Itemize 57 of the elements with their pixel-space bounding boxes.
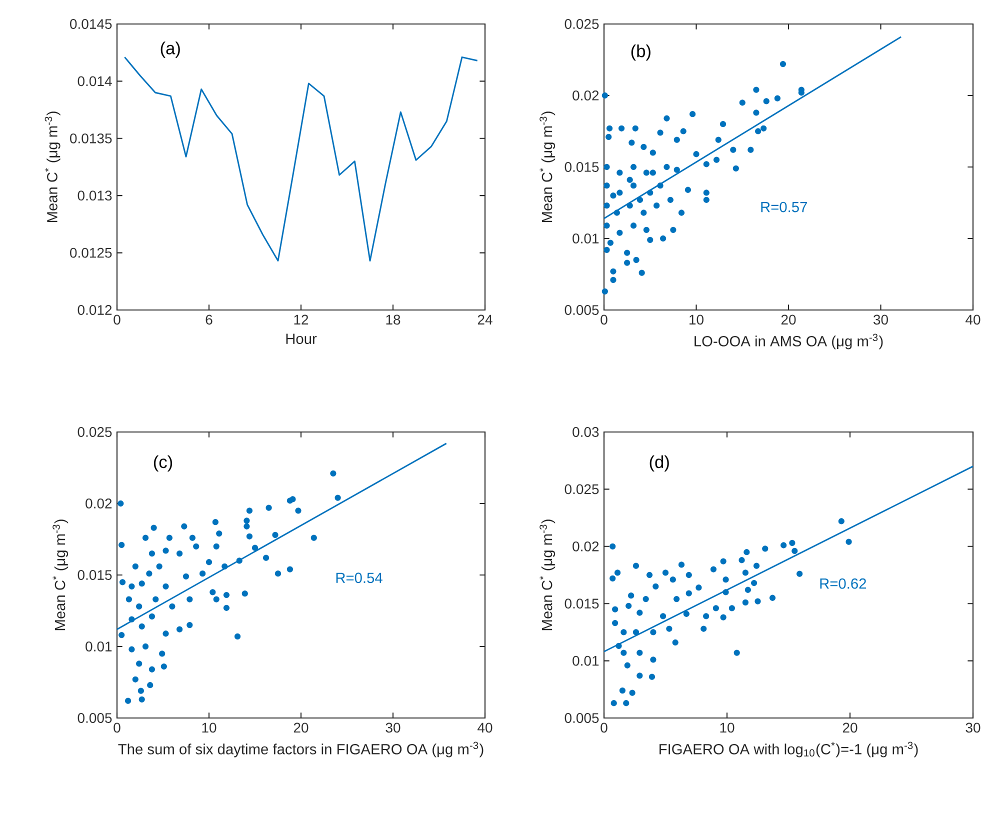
annotation: (a): [160, 42, 180, 58]
y-tick-label: 0.0125: [70, 248, 112, 258]
y-tick-label: 0.025: [564, 19, 599, 29]
x-axis-title: FIGAERO OA with log$_{10}$(C$^{*}$)=-1 (μg m$^{-3}$): [660, 742, 918, 758]
annotation: (d): [650, 455, 669, 472]
y-tick-label: 0.02: [572, 541, 599, 552]
y-tick-label: 0.01: [572, 234, 599, 244]
x-tick-label: 10: [720, 722, 734, 733]
annotation: R=0.54: [336, 572, 382, 584]
x-axis-title: Hour: [286, 334, 317, 344]
x-tick-label: 30: [966, 722, 980, 733]
x-tick-label: 0: [600, 314, 608, 325]
y-tick-label: 0.015: [78, 570, 112, 580]
x-tick-label: 20: [842, 722, 858, 733]
y-axis-title: Mean C$^{*}$ (μg m$^{-3}$): [540, 520, 556, 630]
y-tick-label: 0.014: [78, 76, 112, 86]
x-tick-label: 30: [386, 722, 400, 733]
x-tick-label: 18: [386, 314, 400, 325]
x-tick-label: 0: [600, 722, 608, 733]
y-tick-label: 0.005: [78, 713, 112, 723]
y-tick-label: 0.01: [86, 642, 112, 652]
x-tick-label: 10: [690, 314, 704, 325]
x-tick-label: 40: [966, 314, 980, 325]
x-axis-title: The sum of six daytime factors in FIGAERO OA (μg m$^{-3}$): [118, 742, 484, 758]
y-tick-label: 0.005: [564, 713, 599, 723]
y-tick-label: 0.015: [564, 598, 599, 609]
y-tick-label: 0.0145: [70, 19, 112, 29]
x-tick-label: 30: [873, 314, 888, 325]
y-tick-label: 0.0135: [70, 133, 112, 144]
y-tick-label: 0.005: [564, 305, 599, 315]
y-tick-label: 0.013: [78, 190, 112, 201]
x-tick-label: 40: [478, 722, 492, 733]
annotation: (b): [631, 44, 650, 61]
annotation: R=0.62: [820, 578, 866, 589]
y-tick-label: 0.02: [86, 498, 112, 508]
y-tick-label: 0.03: [572, 427, 599, 437]
y-tick-label: 0.015: [564, 162, 599, 172]
y-tick-label: 0.025: [78, 427, 112, 437]
x-tick-label: 10: [202, 722, 216, 733]
y-tick-label: 0.01: [572, 656, 599, 666]
y-tick-label: 0.02: [572, 90, 599, 100]
x-tick-label: 0: [114, 722, 120, 733]
x-tick-label: 20: [294, 722, 308, 733]
y-axis-title: Mean C$^{*}$ (μg m$^{-3}$): [540, 112, 556, 222]
line-series: [124, 56, 478, 262]
x-tick-label: 20: [781, 314, 796, 325]
x-tick-label: 0: [114, 314, 120, 325]
y-tick-label: 0.012: [78, 305, 112, 315]
annotation: (c): [154, 455, 172, 472]
y-axis-title: Mean C$^{*}$ (μg m$^{-3}$): [44, 112, 60, 222]
x-axis-title: LO-OOA in AMS OA (μg m$^{-3}$): [694, 334, 883, 350]
x-tick-label: 6: [206, 314, 212, 325]
y-tick-label: 0.025: [564, 484, 599, 494]
x-tick-label: 12: [294, 314, 308, 324]
x-tick-label: 24: [478, 314, 492, 324]
y-axis-title: Mean C$^{*}$ (μg m$^{-3}$): [52, 520, 68, 630]
annotation: R=0.57: [761, 202, 807, 212]
